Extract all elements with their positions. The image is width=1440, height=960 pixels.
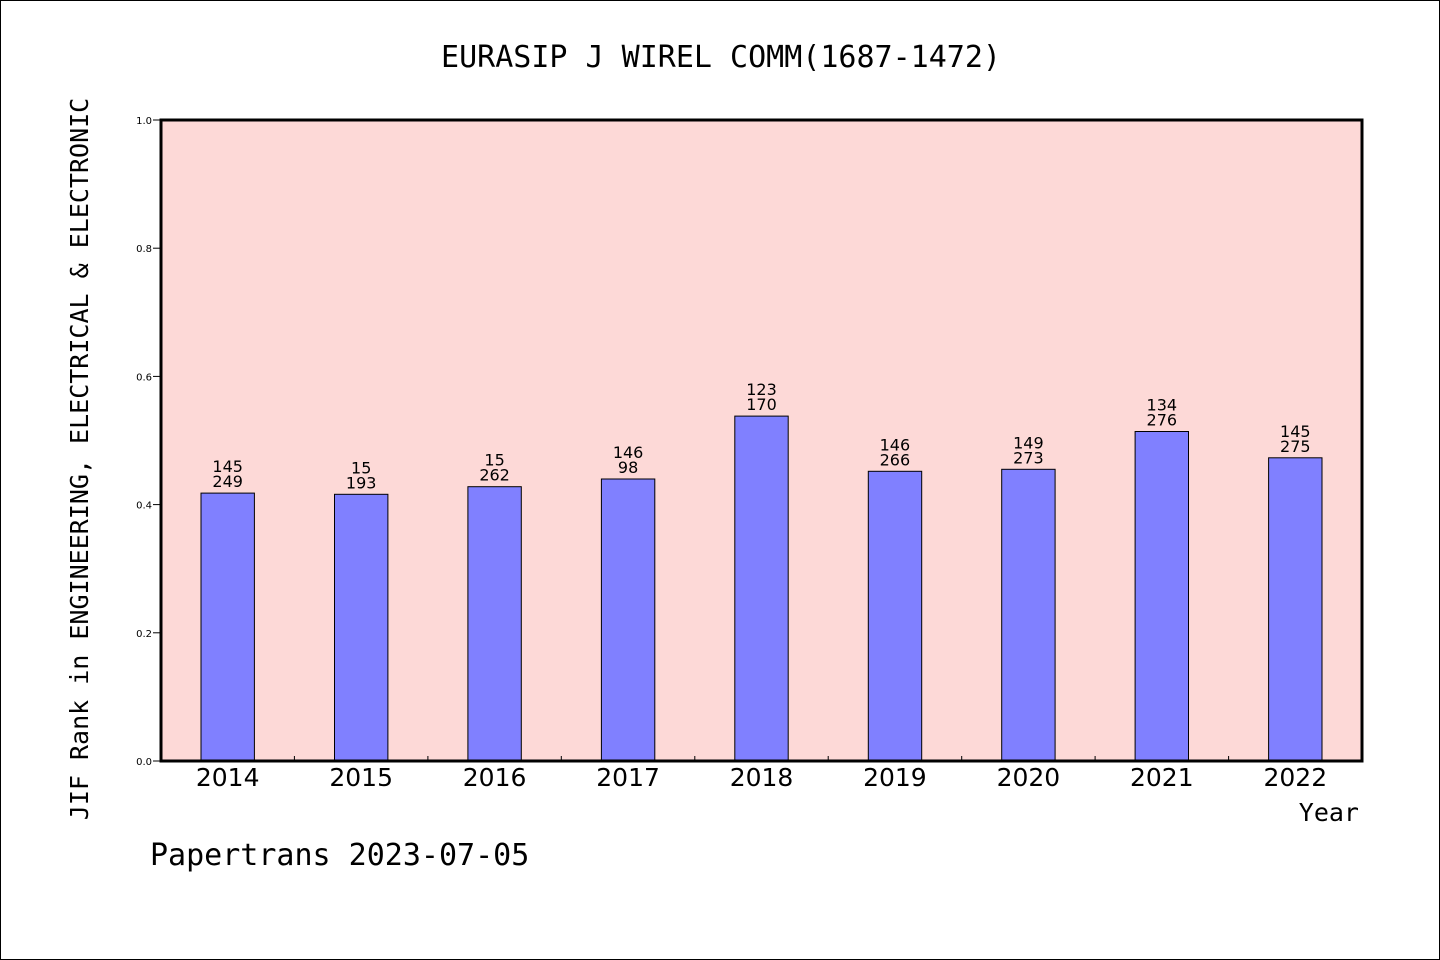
bar-rank-label: 123	[746, 380, 777, 399]
labels-layer: 1452492014151932015152622016146982017123…	[136, 116, 1327, 792]
y-tick-label: 1.0	[136, 116, 152, 127]
bar-rank-label: 145	[1280, 422, 1311, 441]
bar-total-label: 98	[618, 458, 638, 477]
x-tick-label: 2014	[196, 763, 260, 792]
bar-2021	[1134, 431, 1189, 762]
bar-total-label: 266	[880, 450, 911, 469]
footer-text: Papertrans 2023-07-05	[150, 838, 529, 873]
x-tick-label: 2016	[463, 763, 527, 792]
y-tick-label: 0.4	[136, 501, 152, 512]
x-axis-label: Year	[1299, 798, 1359, 827]
y-tick-label: 0.2	[136, 629, 152, 640]
bar-rank-label: 134	[1147, 396, 1178, 415]
bar-total-label: 249	[212, 472, 243, 491]
y-tick-label: 0.0	[136, 757, 152, 768]
y-tick-label: 0.6	[136, 372, 152, 383]
bar-2017	[600, 478, 656, 762]
plot-border	[159, 118, 1364, 763]
bar-total-label: 262	[479, 466, 510, 485]
x-tick-label: 2022	[1263, 763, 1327, 792]
bar-total-label: 170	[746, 395, 777, 414]
bar-rank-label: 15	[351, 458, 371, 477]
x-tick-label: 2015	[329, 763, 393, 792]
bar-rank-label: 15	[484, 451, 504, 470]
bar-2018	[734, 415, 789, 762]
bar-rank-label: 146	[613, 443, 644, 462]
bar-total-label: 276	[1147, 411, 1178, 430]
bar-2022	[1268, 457, 1323, 762]
x-tick-label: 2020	[997, 763, 1061, 792]
bar-2019	[867, 470, 923, 762]
chart-title: EURASIP J WIREL COMM(1687-1472)	[441, 40, 1001, 75]
bar-2020	[1001, 468, 1056, 762]
bars-layer	[200, 415, 1323, 762]
bar-rank-label: 145	[212, 457, 243, 476]
x-tick-label: 2018	[730, 763, 794, 792]
bar-2014	[200, 492, 255, 762]
bar-2015	[334, 493, 389, 762]
y-tick-label: 0.8	[136, 244, 152, 255]
bar-total-label: 273	[1013, 448, 1044, 467]
x-tick-label: 2019	[863, 763, 927, 792]
x-tick-label: 2017	[596, 763, 660, 792]
bar-rank-label: 146	[880, 435, 911, 454]
bar-total-label: 193	[346, 473, 377, 492]
bar-2016	[467, 486, 522, 762]
bar-total-label: 275	[1280, 437, 1311, 456]
bar-rank-label: 149	[1013, 433, 1044, 452]
x-tick-label: 2021	[1130, 763, 1194, 792]
y-axis-label: JIF Rank in ENGINEERING, ELECTRICAL & EL…	[65, 98, 94, 820]
